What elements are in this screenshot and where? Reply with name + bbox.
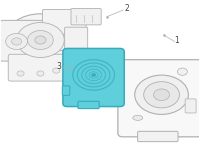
Circle shape bbox=[17, 71, 24, 76]
FancyBboxPatch shape bbox=[118, 60, 200, 137]
Circle shape bbox=[17, 22, 64, 57]
Circle shape bbox=[28, 31, 53, 50]
FancyBboxPatch shape bbox=[71, 9, 101, 25]
FancyBboxPatch shape bbox=[42, 9, 86, 34]
Circle shape bbox=[12, 38, 22, 45]
Ellipse shape bbox=[82, 53, 94, 65]
Circle shape bbox=[135, 75, 188, 114]
FancyBboxPatch shape bbox=[63, 49, 124, 107]
Text: 2: 2 bbox=[124, 4, 129, 13]
Circle shape bbox=[177, 68, 187, 75]
Circle shape bbox=[37, 71, 44, 76]
Circle shape bbox=[35, 36, 46, 44]
Circle shape bbox=[5, 14, 76, 66]
FancyBboxPatch shape bbox=[138, 131, 178, 142]
Circle shape bbox=[154, 89, 170, 101]
FancyBboxPatch shape bbox=[49, 50, 88, 67]
FancyBboxPatch shape bbox=[65, 27, 88, 62]
FancyBboxPatch shape bbox=[62, 86, 70, 95]
Circle shape bbox=[53, 68, 60, 73]
Circle shape bbox=[6, 34, 28, 50]
FancyBboxPatch shape bbox=[8, 54, 69, 81]
FancyBboxPatch shape bbox=[78, 101, 99, 109]
Text: 1: 1 bbox=[174, 36, 179, 45]
Text: 3: 3 bbox=[57, 62, 62, 71]
FancyBboxPatch shape bbox=[185, 99, 196, 113]
Circle shape bbox=[144, 82, 179, 108]
Circle shape bbox=[92, 74, 96, 76]
FancyBboxPatch shape bbox=[0, 20, 49, 61]
Ellipse shape bbox=[133, 115, 143, 120]
